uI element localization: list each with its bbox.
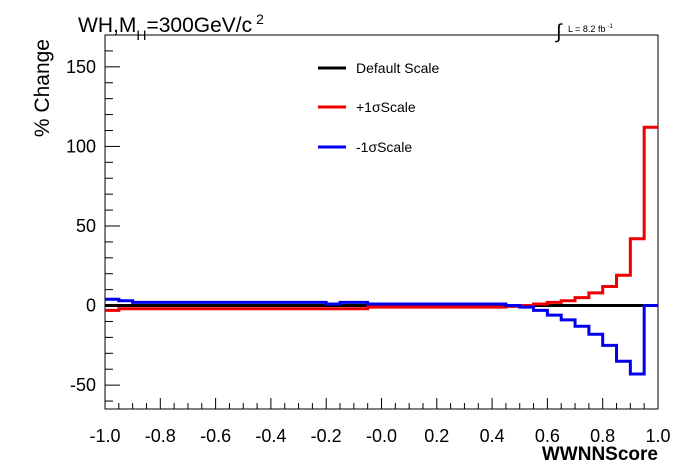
y-axis-label: % Change [31,39,54,137]
title-rest: =300GeV/c [146,14,252,37]
series-layer [105,125,658,376]
integral-symbol: ∫ [555,21,563,43]
legend-label-0: Default Scale [356,60,439,76]
x-tick-label: -0.6 [200,426,231,446]
series-line-2 [105,297,658,376]
lumi-annotation: L = 8.2 fb -1 [568,24,613,34]
lumi-superscript: -1 [607,24,613,30]
y-tick-label: 0 [86,296,96,316]
series-line-1 [105,125,658,312]
x-tick-label: 0.8 [590,426,615,446]
x-axis: -1.0 -0.8 -0.6 -0.4 -0.2 -0.0 0.2 0.4 0.6 0.8 1.0 [89,398,671,446]
x-tick-label: -0.4 [255,426,286,446]
y-tick-label: 150 [66,57,96,77]
y-axis: -50 0 50 100 150 [66,34,120,402]
plot-frame [104,34,659,410]
x-tick-label: 0.6 [535,426,560,446]
x-tick-label: -0.8 [145,426,176,446]
legend-label-1: +1σScale [356,99,416,115]
chart-title: WH,MH=300GeV/c 2 [78,11,264,43]
legend: Default Scale +1σScale -1σScale [318,60,439,155]
x-tick-label: 0.4 [480,426,505,446]
x-tick-label: -1.0 [89,426,120,446]
legend-label-2: -1σScale [356,139,412,155]
x-tick-label: 0.2 [424,426,449,446]
y-tick-label: 50 [76,216,96,236]
x-axis-label: WWNNScore [542,444,658,465]
title-superscript: 2 [256,11,264,27]
x-tick-label: 1.0 [645,426,670,446]
x-tick-label: -0.2 [311,426,342,446]
x-tick-label: -0.0 [366,426,397,446]
y-tick-label: 100 [66,136,96,156]
y-tick-label: -50 [70,375,96,395]
